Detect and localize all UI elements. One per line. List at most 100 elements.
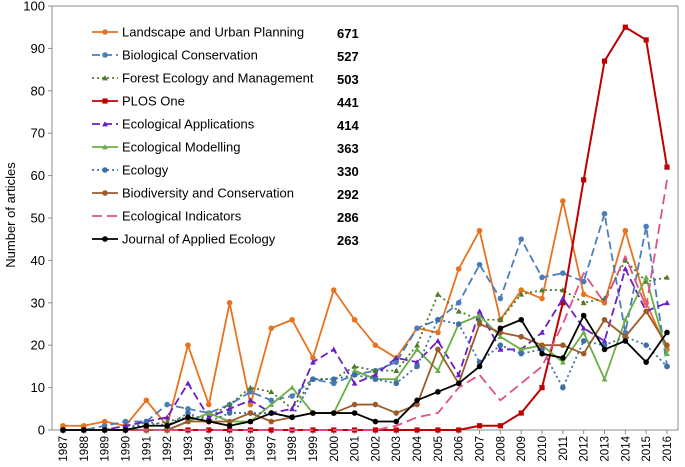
data-point (518, 350, 525, 357)
data-point (476, 423, 483, 429)
data-point (122, 422, 129, 429)
data-point (518, 236, 525, 242)
data-point (247, 384, 254, 390)
data-point (414, 346, 420, 352)
x-tick-label: 2003 (391, 436, 403, 462)
x-tick-label: 2005 (433, 436, 445, 462)
data-point (185, 380, 191, 386)
legend-label: PLOS One (122, 94, 185, 109)
legend-label: Ecology (122, 163, 169, 178)
data-point (434, 291, 441, 297)
data-point (330, 376, 337, 382)
data-point (664, 164, 670, 170)
series-line (63, 276, 668, 431)
data-point (60, 427, 66, 433)
x-tick-label: 2000 (329, 436, 341, 462)
data-point (226, 410, 233, 416)
y-tick-label: 80 (31, 83, 45, 98)
legend-count: 527 (337, 49, 359, 64)
data-point (268, 418, 275, 425)
data-point (414, 397, 420, 404)
data-point (518, 291, 525, 297)
data-point (289, 384, 296, 390)
legend-swatch-marker (102, 52, 108, 58)
data-point (205, 401, 212, 408)
data-point (455, 371, 462, 378)
x-tick-label: 1993 (183, 436, 195, 462)
x-tick-label: 2001 (350, 436, 362, 462)
legend-count: 414 (337, 118, 359, 133)
x-tick-label: 1989 (100, 436, 112, 462)
legend-count: 286 (337, 210, 359, 225)
data-point (247, 410, 254, 416)
y-tick-label: 100 (23, 0, 45, 14)
series-line (63, 259, 668, 431)
data-point (289, 393, 295, 399)
data-point (434, 367, 441, 373)
axes: 0 10 20 30 40 50 60 70 80 90 100 1987 1988 1989 1990 19… (23, 0, 679, 462)
legend-item: Ecological Applications 414 (92, 117, 359, 133)
legend-item: Biological Conservation 527 (92, 48, 359, 64)
data-point (664, 329, 670, 336)
data-point (497, 342, 504, 349)
x-tick-label: 2013 (600, 436, 612, 462)
data-point (539, 274, 545, 281)
x-tick-label: 1990 (120, 436, 132, 462)
data-point (497, 346, 504, 352)
y-tick-label: 60 (31, 168, 45, 183)
y-tick-label: 0 (38, 423, 45, 438)
data-point (643, 37, 649, 43)
x-tick-label: 1999 (308, 436, 320, 462)
data-point (476, 261, 483, 268)
data-point (268, 427, 274, 433)
x-tick-label: 1997 (266, 436, 278, 462)
data-point (310, 410, 316, 416)
data-point (226, 405, 233, 412)
series-line (63, 267, 668, 431)
x-tick-label: 2014 (620, 435, 632, 461)
data-point (622, 24, 628, 30)
data-point (560, 300, 566, 306)
data-point (351, 380, 358, 386)
data-point (622, 227, 629, 234)
data-point (330, 287, 337, 293)
data-point (372, 376, 379, 382)
data-point (497, 423, 503, 429)
data-point (518, 333, 525, 340)
data-point (226, 422, 233, 429)
data-point (497, 325, 504, 332)
legend-label: Landscape and Urban Planning (122, 25, 304, 40)
data-point (143, 397, 150, 404)
data-point (101, 427, 108, 433)
data-point (497, 333, 504, 340)
data-point (393, 359, 400, 365)
data-point (330, 410, 337, 416)
data-point (372, 427, 379, 433)
data-point (560, 270, 566, 276)
data-point (476, 227, 483, 234)
legend-item: Ecological Modelling 363 (92, 140, 359, 156)
data-point (164, 418, 171, 424)
data-point (205, 410, 212, 416)
data-point (414, 427, 420, 433)
data-point (351, 316, 358, 323)
x-tick-label: 1995 (225, 436, 237, 462)
data-point (580, 350, 587, 357)
y-tick-label: 30 (31, 295, 45, 310)
data-point (393, 410, 400, 416)
legend-count: 671 (337, 26, 359, 41)
legend-item: Forest Ecology and Management 503 (92, 71, 359, 87)
data-point (601, 210, 608, 217)
data-point (226, 401, 233, 407)
legend-label: Ecological Modelling (122, 140, 241, 155)
legend-count: 363 (337, 141, 359, 156)
data-point (497, 295, 504, 302)
x-tick-label: 2010 (537, 436, 549, 462)
y-tick-label: 40 (31, 253, 45, 268)
data-point (268, 401, 275, 407)
data-point (601, 346, 608, 353)
x-tick-label: 2008 (495, 436, 507, 462)
x-tick-label: 1991 (141, 436, 153, 462)
data-point (539, 342, 545, 349)
data-point (664, 299, 670, 306)
